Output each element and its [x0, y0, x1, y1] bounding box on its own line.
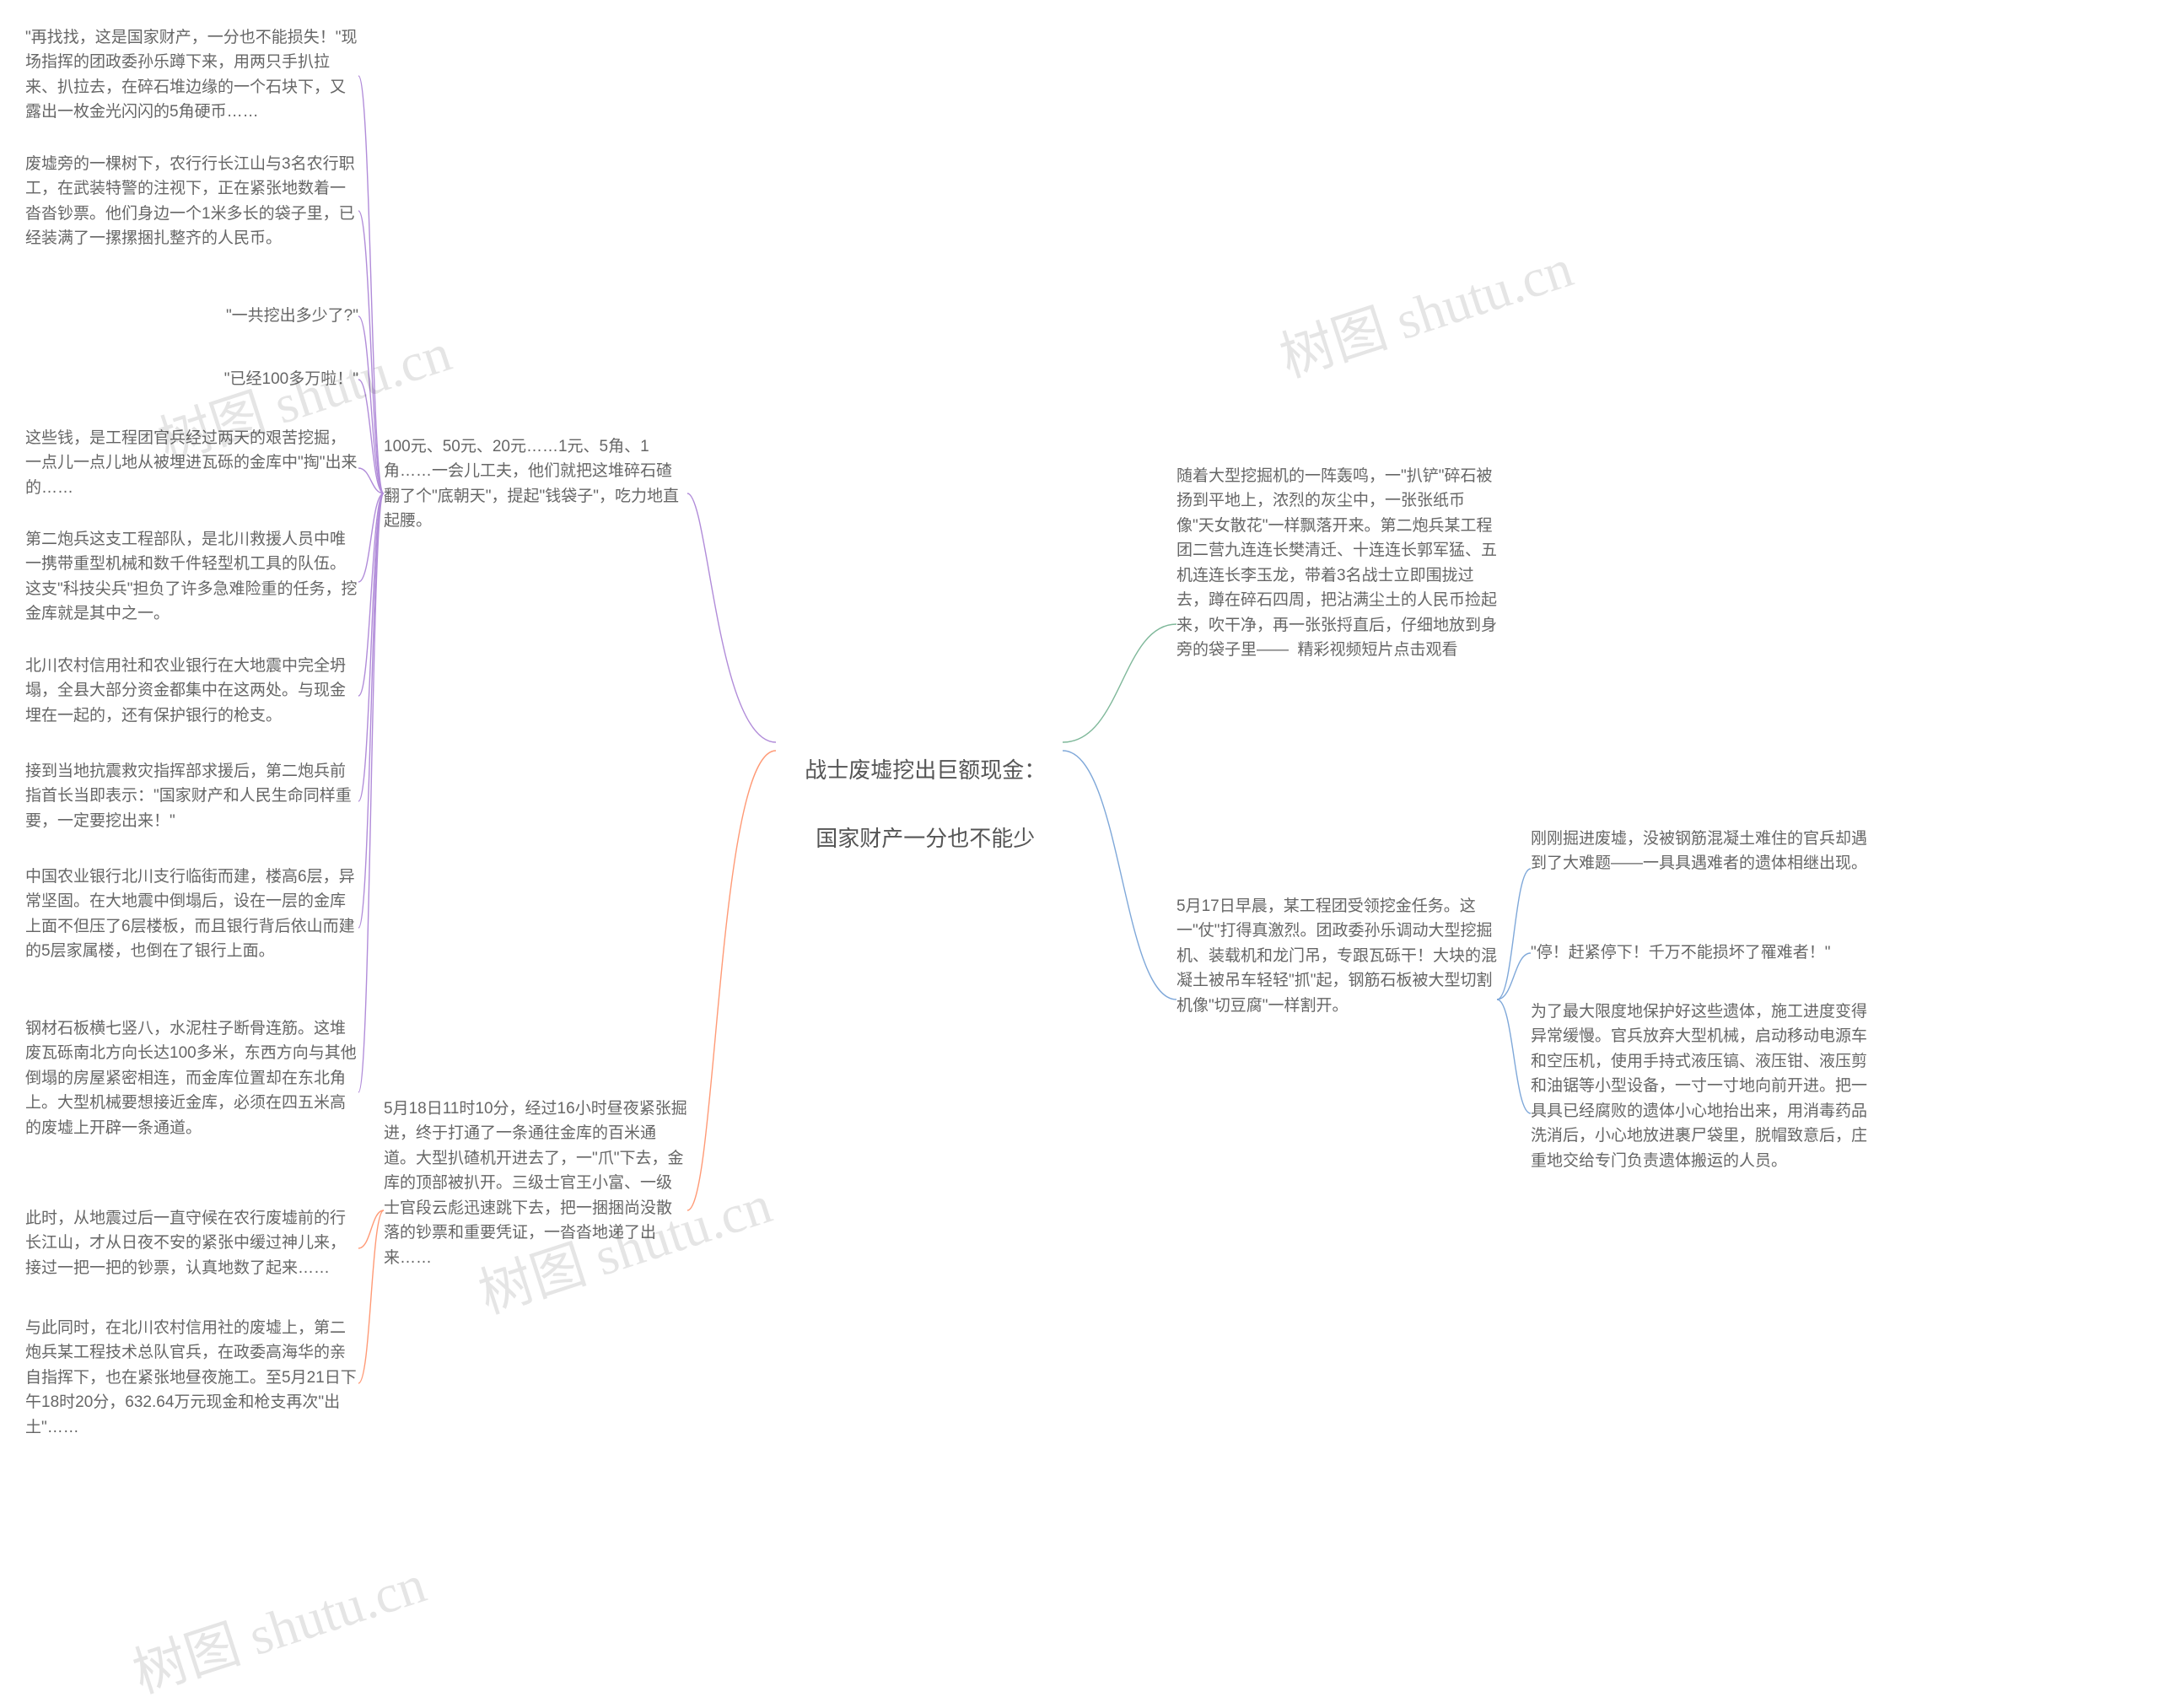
watermark-3: 树图 shutu.cn [122, 1541, 434, 1708]
right-b-child-1: "停！赶紧停下！千万不能损坏了罹难者！" [1531, 940, 1868, 965]
right-hub-b: 5月17日早晨，某工程团受领挖金任务。这一"仗"打得真激烈。团政委孙乐调动大型挖… [1176, 894, 1497, 1018]
center-line1: 战士废墟挖出巨额现金： [805, 757, 1046, 783]
left-a-child-8: 中国农业银行北川支行临街而建，楼高6层，异常坚固。在大地震中倒塌后，设在一层的金… [25, 865, 358, 964]
right-b-child-0: 刚刚掘进废墟，没被钢筋混凝土难住的官兵却遇到了大难题——一具具遇难者的遗体相继出… [1531, 827, 1868, 876]
left-a-child-5: 第二炮兵这支工程部队，是北川救援人员中唯一携带重型机械和数千件轻型机工具的队伍。… [25, 527, 358, 627]
left-b-child-0: 此时，从地震过后一直守候在农行废墟前的行长江山，才从日夜不安的紧张中缓过神儿来，… [25, 1206, 358, 1280]
left-a-child-7: 接到当地抗震救灾指挥部求援后，第二炮兵前指首长当即表示："国家财产和人民生命同样… [25, 759, 358, 833]
watermark-1: 树图 shutu.cn [1269, 225, 1581, 392]
left-a-child-3: "已经100多万啦！" [118, 367, 358, 391]
left-b-child-1: 与此同时，在北川农村信用社的废墟上，第二炮兵某工程技术总队官兵，在政委高海华的亲… [25, 1316, 358, 1440]
left-a-child-1: 废墟旁的一棵树下，农行行长江山与3名农行职工，在武装特警的注视下，正在紧张地数着… [25, 152, 358, 251]
left-a-child-9: 钢材石板横七竖八，水泥柱子断骨连筋。这堆废瓦砾南北方向长达100多米，东西方向与… [25, 1016, 358, 1140]
left-a-child-0: "再找找，这是国家财产，一分也不能损失！"现场指挥的团政委孙乐蹲下来，用两只手扒… [25, 25, 358, 125]
right-hub-a: 随着大型挖掘机的一阵轰鸣，一"扒铲"碎石被扬到平地上，浓烈的灰尘中，一张张纸币像… [1176, 464, 1497, 663]
left-a-child-6: 北川农村信用社和农业银行在大地震中完全坍塌，全县大部分资金都集中在这两处。与现金… [25, 654, 358, 728]
left-a-child-4: 这些钱，是工程团官兵经过两天的艰苦挖掘，一点儿一点儿地从被埋进瓦砾的金库中"掏"… [25, 426, 358, 500]
center-line2: 国家财产一分也不能少 [816, 826, 1035, 851]
left-hub-b: 5月18日11时10分，经过16小时昼夜紧张掘进，终于打通了一条通往金库的百米通… [384, 1096, 687, 1270]
right-b-child-2: 为了最大限度地保护好这些遗体，施工进度变得异常缓慢。官兵放弃大型机械，启动移动电… [1531, 999, 1868, 1173]
mindmap-center: 战士废墟挖出巨额现金： 国家财产一分也不能少 [776, 709, 1063, 866]
left-a-child-2: "一共挖出多少了?" [122, 304, 358, 328]
left-hub-a: 100元、50元、20元……1元、5角、1角……一会儿工夫，他们就把这堆碎石碴翻… [384, 434, 687, 534]
